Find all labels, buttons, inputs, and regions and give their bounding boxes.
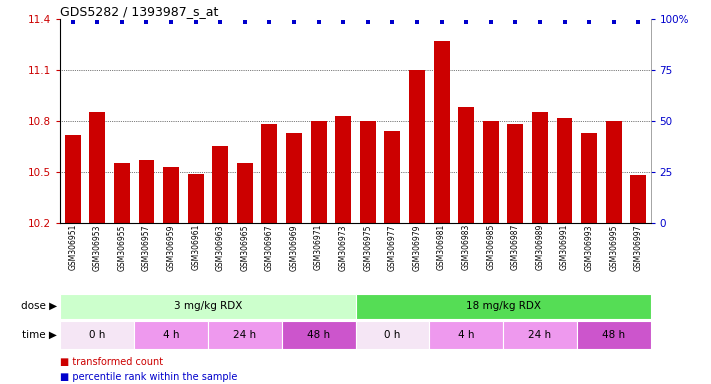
Bar xyxy=(409,70,425,223)
Text: 48 h: 48 h xyxy=(602,330,625,340)
Bar xyxy=(286,133,302,223)
Bar xyxy=(356,321,429,349)
Text: dose ▶: dose ▶ xyxy=(21,301,57,311)
Bar xyxy=(237,163,253,223)
Bar xyxy=(65,134,81,223)
Bar xyxy=(188,174,203,223)
Text: 0 h: 0 h xyxy=(89,330,105,340)
Text: 0 h: 0 h xyxy=(384,330,400,340)
Text: 24 h: 24 h xyxy=(233,330,257,340)
Text: 24 h: 24 h xyxy=(528,330,552,340)
Bar xyxy=(356,294,651,319)
Bar xyxy=(630,175,646,223)
Bar xyxy=(60,321,134,349)
Bar xyxy=(434,41,449,223)
Text: 4 h: 4 h xyxy=(163,330,179,340)
Bar xyxy=(282,321,356,349)
Bar xyxy=(114,163,130,223)
Bar xyxy=(60,294,356,319)
Bar xyxy=(208,321,282,349)
Bar xyxy=(503,321,577,349)
Text: ■ transformed count: ■ transformed count xyxy=(60,358,164,367)
Bar xyxy=(577,321,651,349)
Bar xyxy=(508,124,523,223)
Text: 18 mg/kg RDX: 18 mg/kg RDX xyxy=(466,301,540,311)
Bar xyxy=(429,321,503,349)
Bar xyxy=(483,121,498,223)
Bar xyxy=(90,113,105,223)
Bar xyxy=(606,121,621,223)
Text: GDS5282 / 1393987_s_at: GDS5282 / 1393987_s_at xyxy=(60,5,219,18)
Text: 48 h: 48 h xyxy=(307,330,330,340)
Text: 4 h: 4 h xyxy=(458,330,474,340)
Bar xyxy=(532,113,548,223)
Text: time ▶: time ▶ xyxy=(22,330,57,340)
Bar xyxy=(134,321,208,349)
Bar xyxy=(385,131,400,223)
Bar xyxy=(458,108,474,223)
Text: 3 mg/kg RDX: 3 mg/kg RDX xyxy=(173,301,242,311)
Bar xyxy=(557,118,572,223)
Bar xyxy=(213,146,228,223)
Bar xyxy=(581,133,597,223)
Text: ■ percentile rank within the sample: ■ percentile rank within the sample xyxy=(60,372,237,382)
Bar xyxy=(335,116,351,223)
Bar xyxy=(311,121,326,223)
Bar xyxy=(262,124,277,223)
Bar xyxy=(139,160,154,223)
Bar xyxy=(163,167,179,223)
Bar xyxy=(360,121,376,223)
